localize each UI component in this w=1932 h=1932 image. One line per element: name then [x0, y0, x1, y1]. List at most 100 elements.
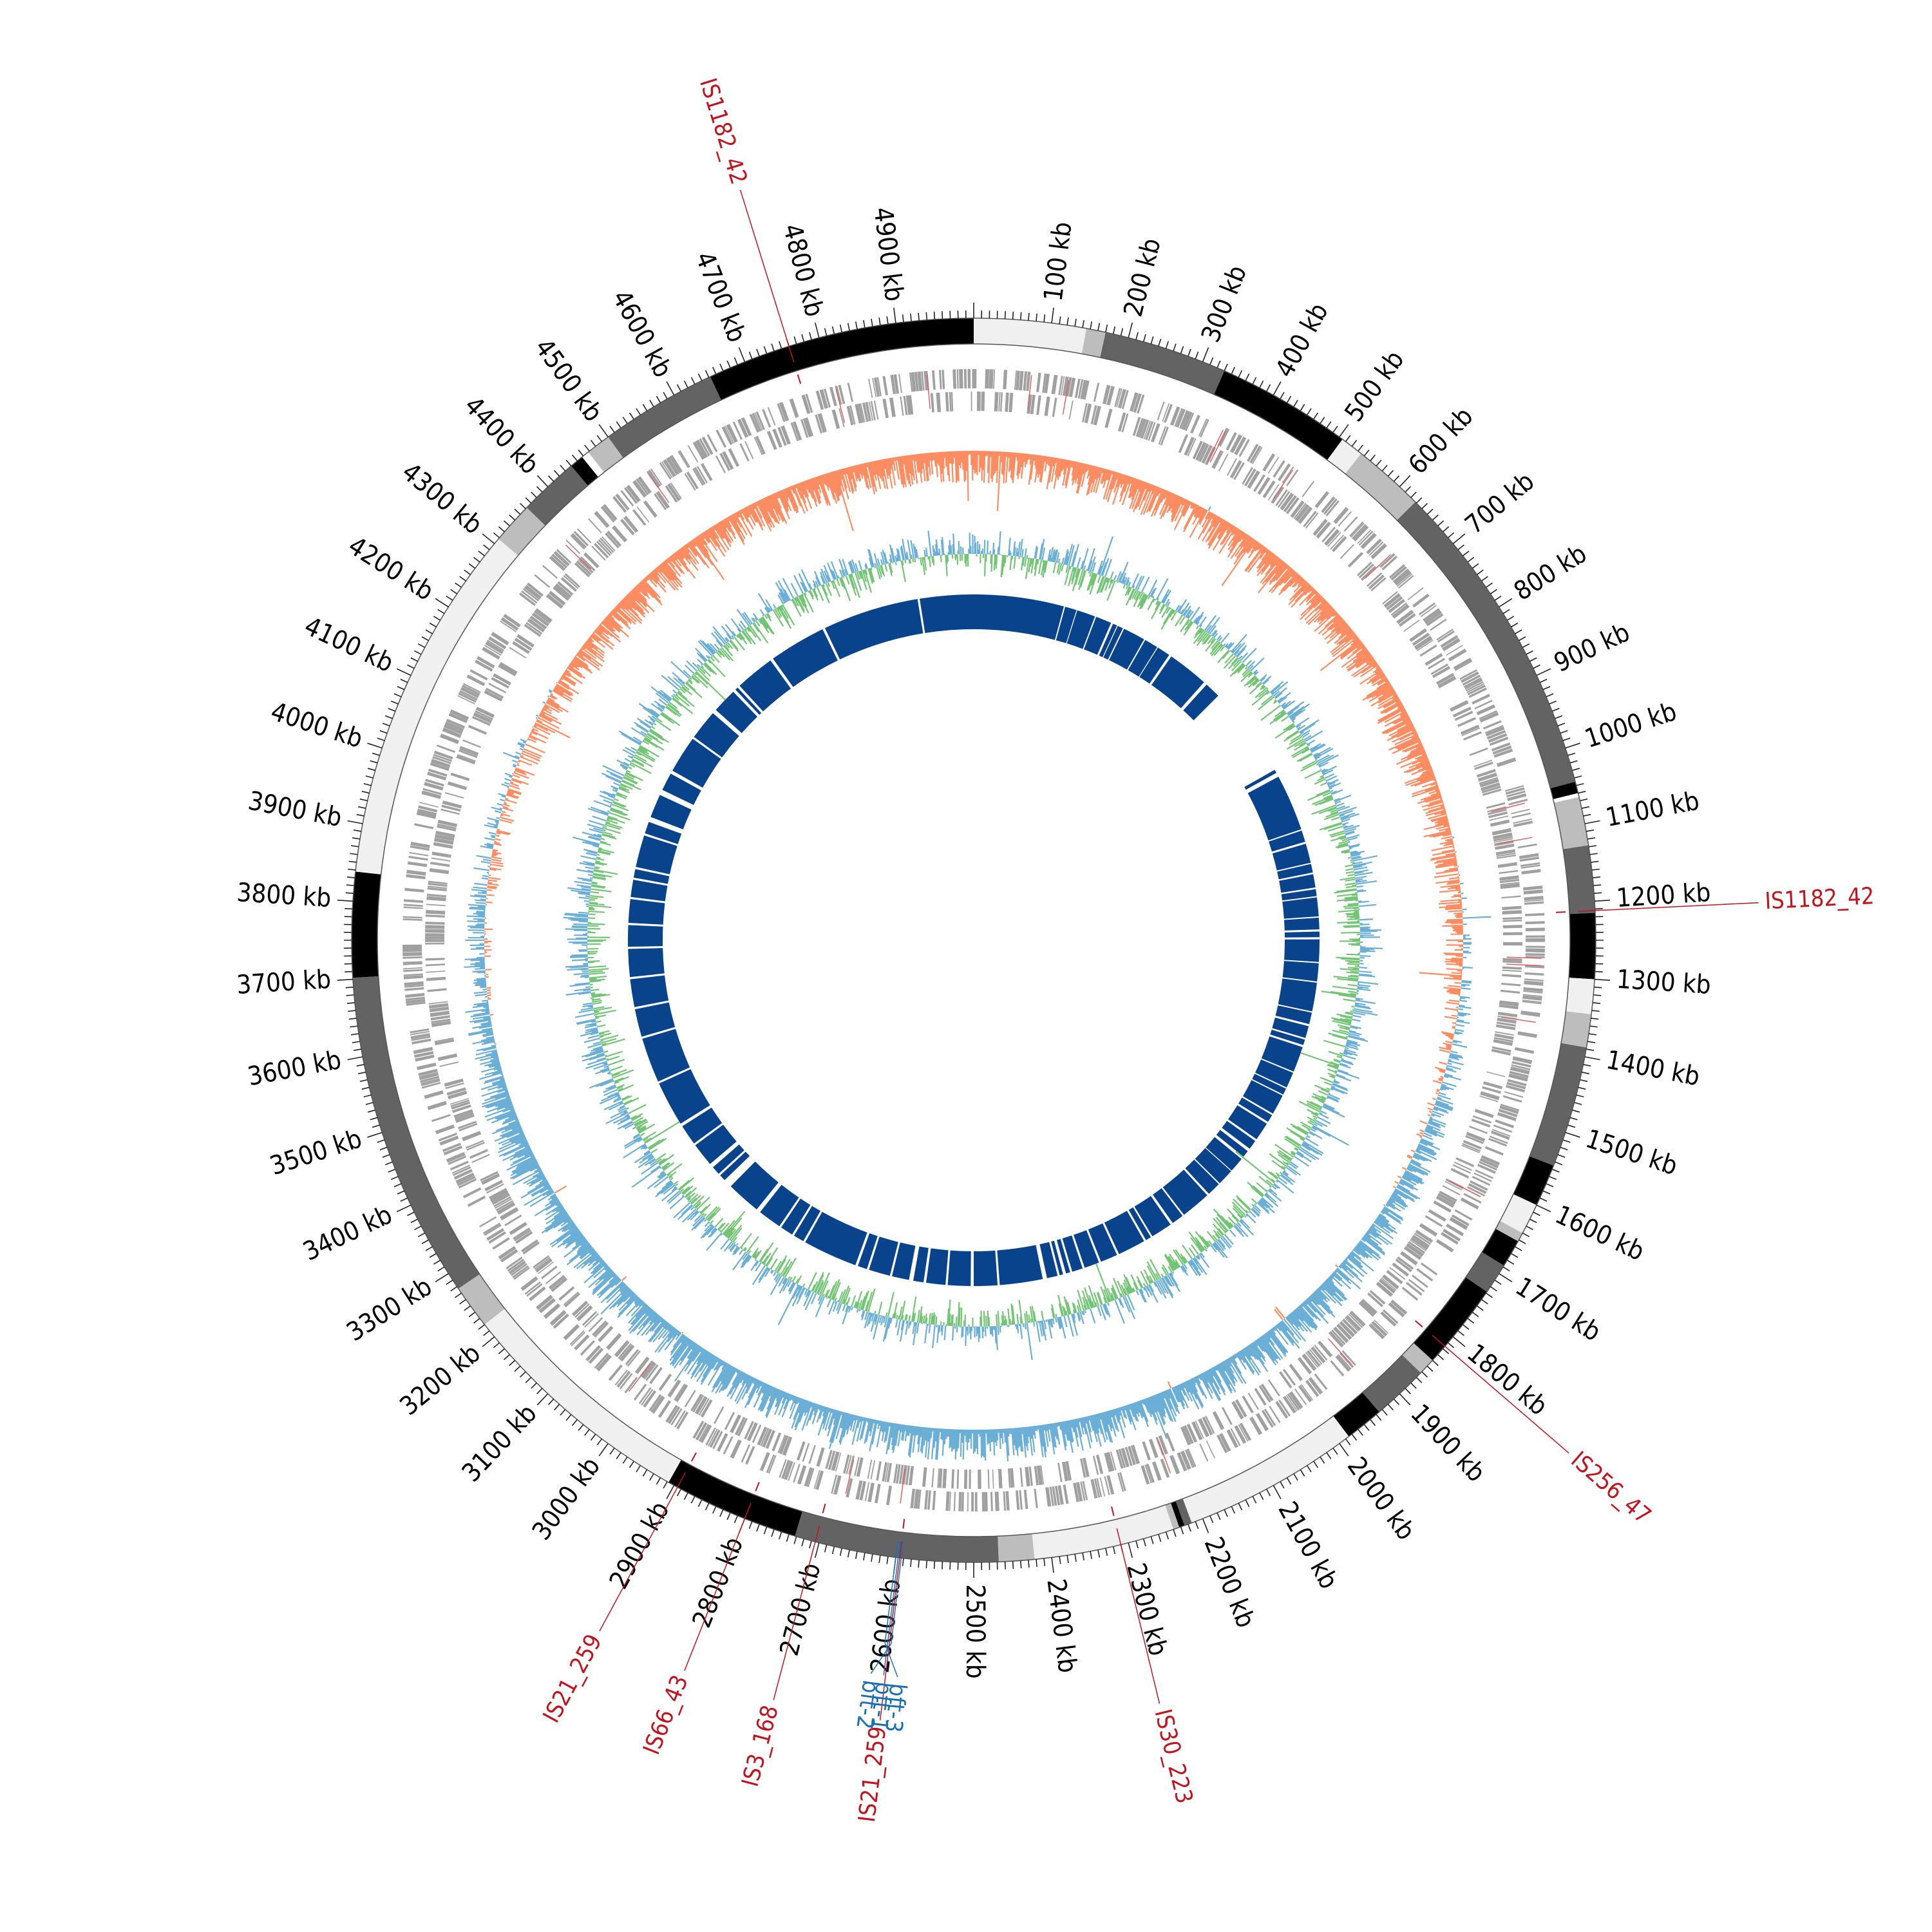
scale-label: 4100 kb [300, 611, 398, 678]
scale-label: 1700 kb [1510, 1272, 1606, 1347]
contig-segment [1165, 1502, 1180, 1530]
is-element-label: IS66_43 [638, 1672, 694, 1759]
scale-label: 600 kb [1403, 402, 1479, 480]
tick-marks [337, 303, 1611, 1578]
scale-label: 1400 kb [1604, 1045, 1702, 1092]
scale-label: 3800 kb [236, 878, 332, 913]
blast-hit [1269, 830, 1305, 852]
blast-hit [694, 713, 739, 758]
blast-hit [1185, 1159, 1219, 1194]
scale-label: 400 kb [1270, 298, 1334, 383]
scale-label: 2200 kb [1198, 1533, 1261, 1632]
scale-label: 3700 kb [236, 965, 332, 1000]
scale-label: 1600 kb [1551, 1200, 1649, 1267]
scale-label: 2700 kb [775, 1560, 827, 1659]
blast-hit [926, 1248, 949, 1285]
is-element-leader [1432, 1335, 1569, 1454]
blast-hit [805, 1211, 867, 1265]
blast-hit [1283, 917, 1320, 931]
blast-hit [1152, 1188, 1183, 1224]
blast-hit [659, 1069, 710, 1124]
scale-label: 3000 kb [527, 1452, 606, 1546]
blast-hit [1284, 931, 1320, 938]
blast-hit [650, 795, 692, 829]
gc-skew-negative [587, 554, 1361, 1327]
contig-segment [1081, 328, 1106, 358]
is-element-label: IS1182_42 [694, 75, 752, 187]
blast-hit [636, 835, 677, 875]
scale-label: 3300 kb [341, 1272, 437, 1347]
contig-segment [458, 1274, 505, 1325]
scale-label: 900 kb [1549, 618, 1634, 678]
blast-hit [1252, 1074, 1287, 1095]
scale-label: 300 kb [1196, 261, 1253, 346]
scale-label: 4400 kb [459, 391, 545, 480]
contig-segment [1214, 370, 1343, 460]
is-element-leader [739, 189, 795, 363]
is-element-label: IS21_259 [538, 1630, 607, 1727]
blast-hit [628, 899, 665, 925]
blast-hit [1247, 777, 1302, 840]
is-element-label: IS3_168 [737, 1703, 784, 1790]
scale-label: 200 kb [1118, 235, 1166, 319]
scale-label: 3400 kb [299, 1200, 397, 1267]
scale-label: 2500 kb [960, 1584, 990, 1679]
blast-hit [1084, 616, 1112, 655]
blast-hit [1282, 897, 1319, 919]
blast-hit [858, 1233, 878, 1269]
contig-segment [668, 1459, 802, 1537]
gc-content-track [464, 450, 1492, 1462]
cds-features [402, 369, 1545, 1511]
bft-gene-leader [884, 1540, 898, 1678]
is-element-label: IS30_223 [1149, 1707, 1197, 1806]
scale-label: 4200 kb [343, 531, 439, 606]
blast-hit [1272, 844, 1311, 871]
blast-hit [1216, 1130, 1248, 1157]
contig-segment [1333, 1392, 1379, 1437]
is-element-marker [822, 1503, 826, 1513]
contig-segment [1362, 1354, 1421, 1412]
blast-hit [781, 1198, 811, 1235]
scale-label: 3900 kb [246, 786, 345, 833]
blast-hit [1151, 656, 1204, 708]
blast-hit [1162, 1170, 1208, 1215]
is-element-marker [902, 1519, 905, 1529]
blast-ring [628, 594, 1320, 1286]
blast-hit [1088, 1223, 1117, 1262]
scale-label: 1100 kb [1604, 786, 1702, 833]
blast-hit [1134, 1196, 1171, 1236]
contig-segment [498, 507, 545, 556]
blast-hit [1278, 978, 1317, 1012]
is-element-leader [1578, 902, 1759, 912]
blast-hit [630, 975, 669, 1007]
blast-hit [1139, 647, 1170, 684]
blast-hit [1227, 1105, 1267, 1140]
blast-hit [1270, 1029, 1305, 1045]
bft-gene-label: bft-1 [865, 1680, 897, 1732]
scale-label: 800 kb [1509, 539, 1592, 607]
blast-hit [760, 1184, 799, 1227]
blast-hit [1099, 623, 1117, 658]
blast-hit [1261, 1036, 1303, 1072]
blast-hit [824, 599, 923, 660]
gc-skew-positive [563, 530, 1383, 1360]
is-element-marker [690, 1452, 697, 1462]
contig-segment [974, 318, 1087, 354]
contig-segment [710, 318, 974, 401]
blast-hit [1128, 1207, 1151, 1240]
blast-hit [1103, 625, 1123, 660]
scale-label: 3200 kb [395, 1338, 486, 1421]
scale-label: 2400 kb [1041, 1577, 1082, 1674]
gc-skew-track [563, 530, 1383, 1360]
scale-label: 4000 kb [267, 697, 366, 754]
contig-segment [1170, 1501, 1185, 1528]
blast-hit [1056, 1238, 1070, 1274]
blast-hit [672, 739, 721, 788]
blast-hit [773, 629, 838, 687]
blast-hit [720, 1151, 750, 1180]
contig-segment [1513, 1156, 1554, 1206]
blast-hit [1109, 629, 1144, 670]
scale-label: 1200 kb [1615, 878, 1711, 913]
blast-hit [1272, 1018, 1309, 1038]
